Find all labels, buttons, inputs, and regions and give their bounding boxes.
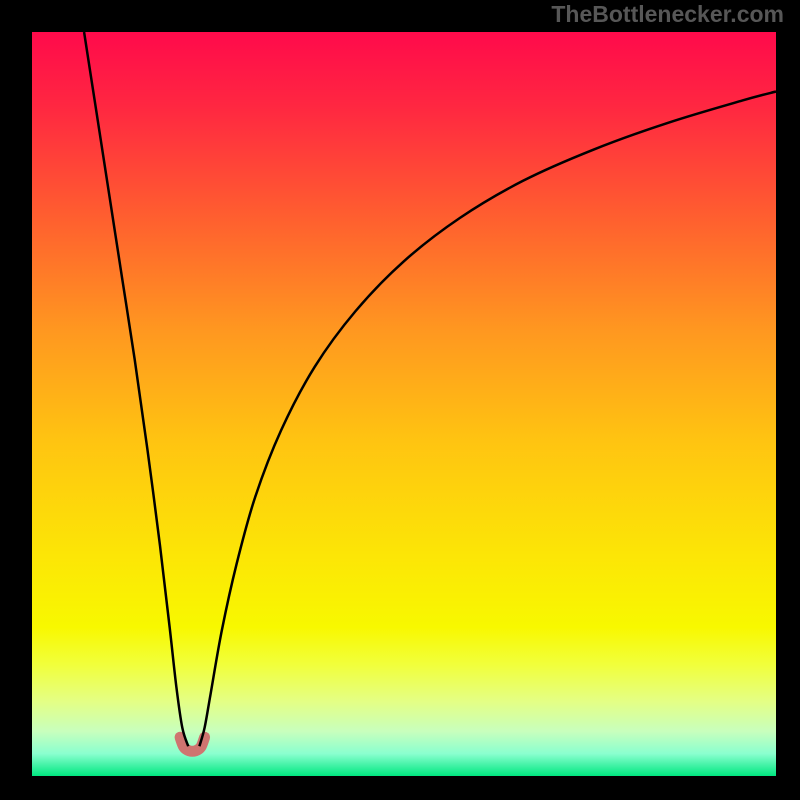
plot-area (32, 32, 776, 776)
curve-left-branch (84, 32, 188, 746)
watermark-text: TheBottlenecker.com (551, 1, 784, 28)
curves-overlay (32, 32, 776, 776)
chart-container: TheBottlenecker.com (0, 0, 800, 800)
curve-right-branch (199, 92, 776, 747)
